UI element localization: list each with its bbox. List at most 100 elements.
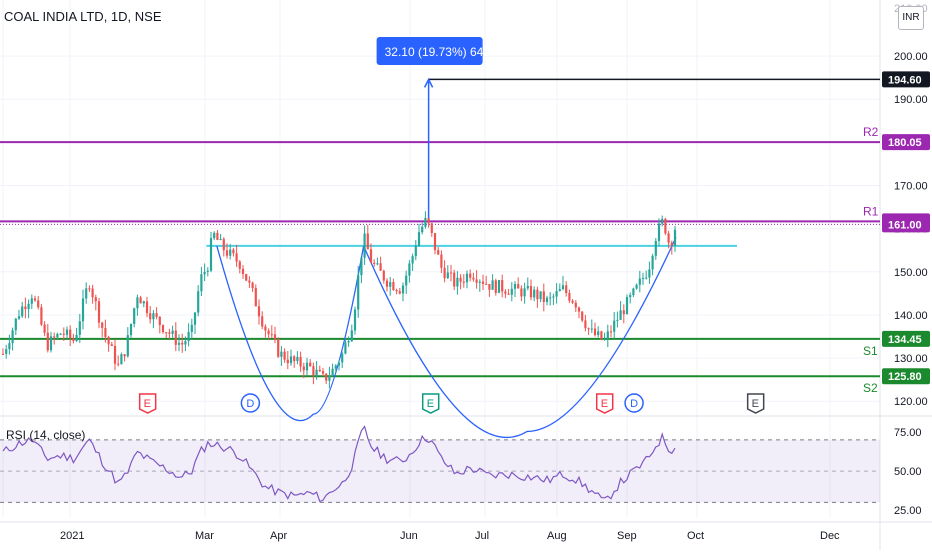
candle-body — [133, 308, 136, 324]
candle-body — [222, 238, 225, 251]
candle-body — [670, 242, 673, 246]
candle-body — [126, 335, 129, 357]
candle-body — [110, 344, 113, 346]
candle-body — [280, 351, 283, 357]
projection-arrow-head — [423, 77, 434, 88]
candle-body — [309, 362, 312, 367]
candle-body — [75, 334, 78, 341]
candle-body — [651, 255, 654, 270]
candle-body — [565, 285, 568, 293]
cup-curve-1 — [216, 245, 365, 422]
event-dividend-marker — [624, 393, 644, 413]
event-earnings-marker — [595, 393, 614, 414]
candle-body — [30, 298, 33, 304]
candle-body — [555, 291, 558, 297]
candle-body — [350, 330, 353, 342]
candle-body — [257, 306, 261, 317]
candle-body — [238, 261, 241, 269]
time-tick-label: Mar — [195, 530, 214, 542]
candle-body — [654, 240, 657, 256]
level-name-s2: S2 — [863, 381, 878, 395]
candle-body — [625, 297, 629, 315]
candle-body — [539, 291, 542, 300]
time-tick-label: Aug — [547, 530, 567, 542]
candle-body — [561, 285, 565, 290]
candle-body — [315, 369, 318, 376]
candle-body — [91, 288, 94, 298]
candle-body — [622, 310, 625, 315]
candle-body — [293, 356, 296, 362]
candle-body — [101, 322, 104, 328]
last-price-label: 161.00 — [888, 219, 922, 231]
time-tick-label: Jun — [400, 530, 418, 542]
candle-body — [142, 301, 145, 304]
candle-body — [81, 298, 85, 322]
candle-body — [283, 351, 286, 360]
candle-body — [328, 375, 331, 381]
price-tick-label: 120.00 — [894, 396, 928, 408]
candle-body — [587, 328, 590, 330]
candle-body — [353, 309, 357, 331]
candle-body — [481, 281, 485, 284]
candle-body — [14, 318, 17, 331]
candle-body — [168, 332, 171, 334]
candle-body — [155, 313, 158, 317]
candle-body — [411, 256, 414, 264]
candle-body — [401, 285, 405, 294]
candle-body — [174, 330, 177, 345]
level-price-box — [882, 134, 930, 151]
candle-body — [312, 366, 315, 376]
candle-body — [593, 328, 597, 336]
candle-body — [385, 280, 389, 287]
candle-body — [379, 263, 382, 271]
candle-body — [40, 307, 43, 325]
candle-body — [347, 341, 350, 343]
candle-body — [17, 316, 21, 319]
level-price-box — [882, 368, 930, 385]
candle-body — [529, 285, 533, 298]
candle-body — [417, 232, 421, 246]
candle-body — [53, 336, 56, 338]
candle-body — [395, 290, 398, 292]
candle-body — [248, 280, 251, 283]
candle-body — [286, 359, 289, 364]
candle-body — [193, 312, 197, 325]
candle-body — [1, 353, 5, 355]
candle-body — [507, 293, 510, 295]
candle-body — [158, 316, 161, 326]
currency-badge[interactable]: INR — [898, 6, 924, 30]
rsi-tick-label: 75.00 — [894, 427, 922, 439]
candle-body — [267, 330, 270, 335]
price-tick-label: 170.00 — [894, 181, 928, 193]
candle-body — [123, 354, 126, 357]
candle-body — [331, 368, 334, 376]
time-tick-label: Sep — [617, 530, 637, 542]
target-price-box — [882, 71, 930, 88]
candle-body — [459, 277, 462, 282]
projection-label: 32.10 (19.73%) 642 — [385, 45, 491, 59]
candle-body — [392, 282, 395, 291]
candle-body — [251, 282, 254, 289]
candle-body — [206, 270, 209, 272]
candle-body — [443, 267, 446, 279]
candle-body — [465, 273, 469, 283]
symbol-title: COAL INDIA LTD, 1D, NSE — [4, 9, 162, 24]
cup-curve-2 — [363, 237, 677, 439]
candle-body — [219, 238, 222, 240]
candle-body — [446, 272, 449, 279]
candle-body — [360, 257, 363, 276]
candle-body — [664, 218, 667, 234]
candle-body — [344, 342, 347, 354]
price-tick-label: 150.00 — [894, 267, 928, 279]
candle-body — [165, 332, 168, 334]
candle-body — [136, 297, 139, 309]
candle-body — [427, 217, 430, 224]
candle-body — [590, 328, 593, 330]
time-tick-label: Dec — [820, 530, 840, 542]
candle-body — [302, 366, 305, 371]
candle-body — [117, 363, 120, 365]
candle-body — [523, 288, 526, 297]
candle-body — [245, 274, 248, 281]
